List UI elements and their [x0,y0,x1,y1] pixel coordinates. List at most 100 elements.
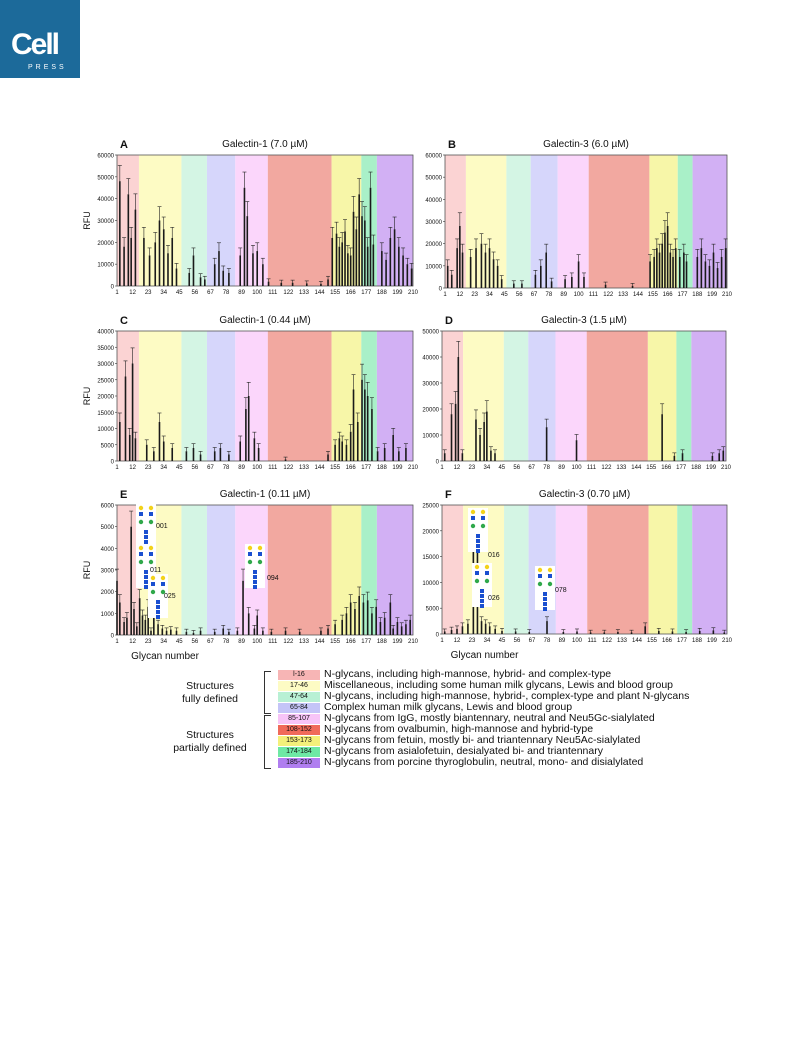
bar [571,276,573,288]
y-tick-label: 5000 [101,443,115,449]
legend-bracket-1 [264,671,271,714]
bar [479,435,481,461]
y-tick-label: 20000 [422,408,439,414]
glycan-circle [160,589,166,595]
region-band [647,331,677,461]
glycan-square [548,574,552,578]
y-tick-label: 5000 [101,525,115,531]
bar [243,187,246,286]
glycan-circle [138,545,144,551]
x-tick-label: 166 [346,465,357,471]
bar [356,422,359,461]
panel-title: Galectin-1 (0.44 µM) [219,315,310,326]
x-tick-label: 122 [602,638,613,644]
bar [480,243,483,288]
bar [361,379,363,461]
region-band [206,505,236,635]
bar [320,283,322,286]
legend-row: 85-107 N-glycans from IgG, mostly bianten… [278,713,655,724]
x-tick-label: 177 [361,639,372,645]
bar [334,624,336,635]
y-tick-label: 30000 [422,382,439,388]
glycan-structure-078: 078 [535,566,567,611]
bar [199,454,202,461]
y-axis-label: RFU [82,561,92,580]
x-tick-label: 56 [513,465,520,471]
glycan-square [139,552,143,556]
glycan-circle [148,519,154,525]
region-band [235,331,268,461]
logo-cell-text: Cell [11,28,60,61]
bar [712,252,715,288]
x-tick-label: 210 [408,465,419,471]
region-band [445,155,466,288]
y-tick-label: 3000 [101,569,115,575]
glycan-circle [480,523,486,529]
glycan-square [139,512,143,516]
bar [334,444,336,461]
bar [153,451,155,461]
x-tick-label: 1 [115,465,119,471]
x-tick-label: 133 [617,638,628,644]
y-tick-label: 10000 [422,434,439,440]
bar [119,602,121,635]
x-tick-label: 100 [252,639,263,645]
glycan-square [144,585,148,589]
x-tick-label: 122 [283,290,294,296]
x-tick-label: 122 [283,639,294,645]
y-tick-label: 40000 [422,356,439,362]
bar [349,602,352,635]
glycan-square [480,604,484,608]
bar [443,453,446,461]
bar [409,619,411,635]
region-band [138,155,182,286]
region-band [555,505,588,634]
bar [320,630,322,635]
bar [245,409,247,461]
x-tick-label: 67 [207,465,214,471]
bar [126,617,128,635]
x-tick-label: 111 [268,290,278,296]
bar [284,459,287,461]
bar [124,376,127,461]
bar [213,264,216,286]
bar [661,243,664,288]
bar [123,246,125,286]
region-band [506,155,531,288]
x-tick-label: 155 [330,290,341,296]
bar [450,274,453,288]
x-tick-label: 166 [661,465,672,471]
bar [123,622,125,635]
x-tick-label: 67 [207,290,214,296]
x-tick-label: 45 [176,639,183,645]
x-tick-label: 67 [531,292,538,298]
bar [298,631,301,635]
x-tick-label: 89 [238,639,245,645]
legend-row: 47-64 N-glycans, including high-mannose, … [278,691,689,702]
x-tick-label: 89 [238,290,245,296]
panel-letter: F [445,489,452,501]
region-band [267,505,332,635]
region-band [649,155,678,288]
glycan-circle [480,509,486,515]
y-tick-label: 40000 [425,198,442,204]
region-band [376,155,413,286]
bar [486,411,488,461]
x-tick-label: 155 [647,638,658,644]
x-tick-label: 155 [330,639,341,645]
bar [280,282,283,286]
bar [583,276,585,288]
bar [476,535,479,634]
bar [134,438,137,461]
y-tick-label: 50000 [422,330,439,336]
glycan-square [476,544,480,548]
bar [366,246,369,286]
x-tick-label: 34 [160,465,167,471]
glycan-square [144,575,148,579]
legend-text: N-glycans from IgG, mostly biantennary, … [324,712,655,724]
bar [138,598,141,635]
glycan-square [253,585,257,589]
legend-swatch: l-16 [278,669,320,680]
x-tick-label: 12 [456,292,463,298]
bar [247,613,250,635]
